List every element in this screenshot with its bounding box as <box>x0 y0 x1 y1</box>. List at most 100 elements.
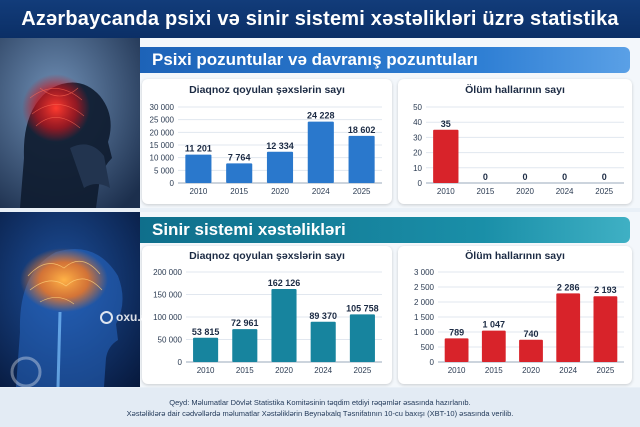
x-tick-label: 2024 <box>556 187 574 196</box>
x-tick-label: 2015 <box>230 187 248 196</box>
chart-card-nervous-diagnosed: Diaqnoz qoyulan şəxslərin sayı 0 50 000 10… <box>142 246 392 384</box>
y-tick-label: 150 000 <box>153 291 182 300</box>
section-mental-disorders: Psixi pozuntular və davranış pozuntuları… <box>0 38 640 208</box>
bar <box>444 338 469 362</box>
x-tick-label: 2015 <box>236 366 254 375</box>
x-tick-label: 2015 <box>485 366 503 375</box>
page-title: Azərbaycanda psixi və sinir sistemi xəst… <box>21 7 619 30</box>
y-tick-label: 200 000 <box>153 268 182 277</box>
brain-illustration <box>0 212 140 387</box>
bar <box>266 151 294 183</box>
y-tick-label: 1 000 <box>414 328 435 337</box>
y-tick-label: 20 000 <box>150 128 175 137</box>
section-nervous-system: Sinir sistemi xəstəlikləri Diaqnoz qoyul… <box>0 212 640 387</box>
y-tick-label: 10 <box>413 164 422 173</box>
watermark-logo: oxu.az <box>100 310 153 324</box>
chart-card-mental-diagnosed: Diaqnoz qoyulan şəxslərin sayı 0 5 000 10 … <box>142 79 392 204</box>
y-tick-label: 0 <box>178 358 183 367</box>
bar <box>593 296 618 362</box>
data-label: 0 <box>522 172 527 182</box>
chart-card-nervous-deaths: Ölüm hallarının sayı 0 500 1 000 1 500 2 000… <box>398 246 632 384</box>
section-title-nervous: Sinir sistemi xəstəlikləri <box>140 217 630 243</box>
y-tick-label: 5 000 <box>154 166 175 175</box>
y-tick-label: 50 <box>413 103 422 112</box>
bar <box>348 135 375 183</box>
y-tick-label: 50 000 <box>158 336 183 345</box>
chart-title: Diaqnoz qoyulan şəxslərin sayı <box>189 84 345 96</box>
y-tick-label: 0 <box>430 358 435 367</box>
x-tick-label: 2010 <box>448 366 466 375</box>
bar <box>556 293 581 362</box>
data-label: 72 961 <box>231 318 259 328</box>
data-label: 0 <box>483 172 488 182</box>
data-label: 35 <box>441 119 451 129</box>
data-label: 0 <box>602 172 607 182</box>
y-tick-label: 2 000 <box>414 298 435 307</box>
watermark-text: oxu.az <box>116 310 154 324</box>
x-tick-label: 2025 <box>595 187 613 196</box>
bar <box>481 330 506 362</box>
x-tick-label: 2025 <box>354 366 372 375</box>
bar <box>226 163 253 183</box>
bar <box>185 154 212 183</box>
y-tick-label: 3 000 <box>414 268 435 277</box>
x-tick-label: 2015 <box>477 187 495 196</box>
y-tick-label: 40 <box>413 118 422 127</box>
bar <box>232 329 258 362</box>
chart-card-mental-deaths: Ölüm hallarının sayı 0 10 20 30 40 50 35 2010 0 2… <box>398 79 632 204</box>
watermark-circle-icon <box>100 310 113 324</box>
y-tick-label: 0 <box>170 179 175 188</box>
bar-chart-nervous-diagnosed: 0 50 000 100 000 150 000 200 000 53 815 2010 72… <box>153 268 382 375</box>
data-label: 11 201 <box>185 144 212 154</box>
y-tick-label: 100 000 <box>153 313 182 322</box>
data-label: 12 334 <box>266 141 294 151</box>
bar <box>310 321 336 362</box>
x-tick-label: 2020 <box>522 366 540 375</box>
x-tick-label: 2020 <box>516 187 534 196</box>
data-label: 89 370 <box>309 311 337 321</box>
y-tick-label: 25 000 <box>150 116 175 125</box>
data-label: 789 <box>449 327 464 337</box>
data-label: 18 602 <box>348 125 376 135</box>
footer-line-1: Qeyd: Məlumatlar Dövlət Statistika Komit… <box>169 397 471 407</box>
y-tick-label: 2 500 <box>414 283 435 292</box>
bar-chart-mental-deaths: 0 10 20 30 40 50 35 2010 0 2015 0 2020 0 2024 0 2025 <box>413 103 624 196</box>
x-tick-label: 2020 <box>271 187 289 196</box>
data-label: 53 815 <box>192 327 220 337</box>
bar <box>193 337 219 362</box>
y-tick-label: 20 <box>413 149 422 158</box>
x-tick-label: 2024 <box>312 187 330 196</box>
data-label: 740 <box>523 329 538 339</box>
x-tick-label: 2020 <box>275 366 293 375</box>
bar <box>519 339 543 362</box>
chart-title: Ölüm hallarının sayı <box>465 250 565 262</box>
y-tick-label: 1 500 <box>414 313 435 322</box>
x-tick-label: 2010 <box>190 187 208 196</box>
x-tick-label: 2025 <box>353 187 371 196</box>
data-label: 1 047 <box>483 320 506 330</box>
x-tick-label: 2010 <box>437 187 455 196</box>
footer-note: Qeyd: Məlumatlar Dövlət Statistika Komit… <box>0 388 640 427</box>
page-header: Azərbaycanda psixi və sinir sistemi xəst… <box>0 0 640 38</box>
footer-line-2: Xəstəliklərə dair cədvəllərdə məlumatlar… <box>126 408 514 418</box>
bar-chart-nervous-deaths: 0 500 1 000 1 500 2 000 2 500 3 000 789 2010 1 04… <box>414 268 624 375</box>
data-label: 105 758 <box>346 303 379 313</box>
section-title-mental: Psixi pozuntular və davranış pozuntuları <box>140 47 630 73</box>
x-tick-label: 2024 <box>314 366 332 375</box>
y-tick-label: 10 000 <box>150 154 175 163</box>
head-pain-illustration <box>0 38 140 208</box>
x-tick-label: 2024 <box>559 366 577 375</box>
chart-title: Ölüm hallarının sayı <box>465 84 565 96</box>
y-tick-label: 0 <box>418 179 423 188</box>
x-tick-label: 2025 <box>597 366 615 375</box>
bar <box>271 289 297 362</box>
x-tick-label: 2010 <box>197 366 215 375</box>
bar <box>349 314 375 362</box>
data-label: 2 193 <box>594 285 617 295</box>
data-label: 7 764 <box>228 152 251 162</box>
bar <box>433 129 459 183</box>
y-tick-label: 30 000 <box>150 103 175 112</box>
data-label: 0 <box>562 172 567 182</box>
data-label: 24 228 <box>307 111 335 121</box>
bar-chart-mental-diagnosed: 0 5 000 10 000 15 000 20 000 25 000 30 000 11 2… <box>150 103 382 196</box>
